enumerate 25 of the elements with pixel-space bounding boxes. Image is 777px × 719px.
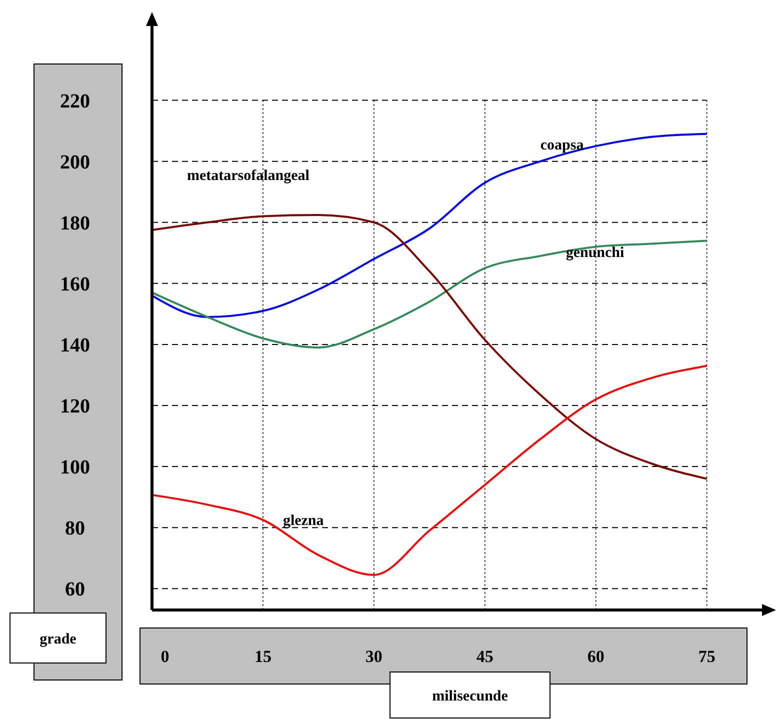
- line-series: [151, 364, 708, 576]
- y-tick-label: 80: [65, 518, 85, 540]
- y-tick-label: 180: [60, 212, 90, 234]
- series-label: genunchi: [566, 244, 624, 261]
- series-label: coapsa: [540, 137, 584, 154]
- text: metatarsofalangeal: [187, 168, 310, 184]
- y-tick-label: 160: [60, 273, 90, 296]
- x-axis-title: milisecunde: [432, 688, 508, 704]
- y-tick-label: 100: [60, 456, 90, 479]
- line-series: [151, 214, 708, 480]
- x-tick-label: 60: [587, 646, 604, 666]
- x-tick-label: 0: [160, 646, 170, 666]
- y-tick-label: 140: [60, 334, 90, 356]
- x-tick-label: 30: [365, 646, 382, 666]
- x-tick-label: 45: [476, 646, 494, 666]
- y-tick-label: 220: [60, 90, 90, 112]
- y-tick-label: 60: [65, 578, 85, 601]
- line-series: [151, 132, 708, 318]
- y-tick-label: 200: [60, 151, 90, 174]
- y-axis-title: grade: [40, 631, 77, 648]
- x-tick-label: 75: [698, 646, 716, 666]
- x-tick-label: 15: [254, 646, 272, 666]
- series-label: glezna: [282, 512, 324, 529]
- y-tick-label: 120: [60, 396, 90, 418]
- line-series: [151, 240, 708, 349]
